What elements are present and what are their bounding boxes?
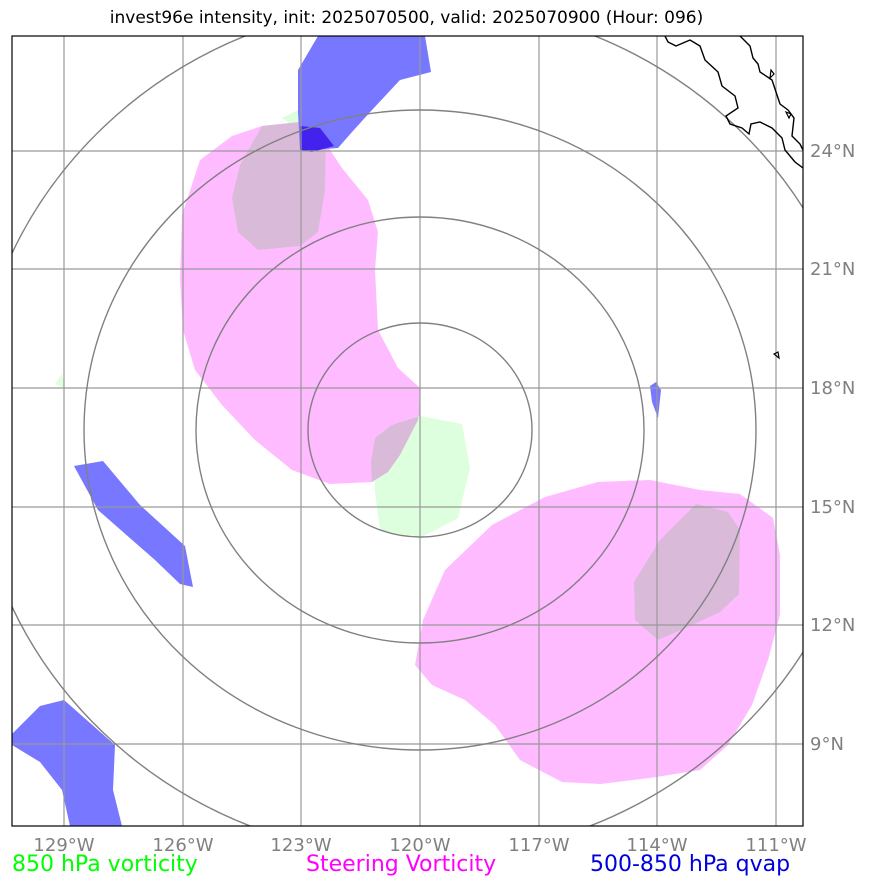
lat-label: 24°N	[810, 141, 855, 162]
lon-label: 120°W	[389, 835, 450, 856]
map-title: invest96e intensity, init: 2025070500, v…	[109, 8, 704, 28]
qvap-area-southwest	[12, 700, 122, 826]
lat-label: 18°N	[810, 378, 855, 399]
lat-label: 21°N	[810, 259, 855, 280]
lat-label: 12°N	[810, 615, 855, 636]
legend-850-vorticity: 850 hPa vorticity	[12, 852, 198, 877]
distance-ring-1	[307, 322, 533, 538]
lat-label: 9°N	[810, 734, 844, 755]
lon-label: 111°W	[745, 835, 806, 856]
lon-label: 114°W	[626, 835, 687, 856]
coastline	[664, 36, 803, 169]
vorticity-overlap-area	[371, 388, 420, 482]
vorticity-overlap-area-northwest	[232, 122, 326, 250]
lat-lon-grid	[12, 36, 803, 826]
lat-label: 15°N	[810, 497, 855, 518]
longitude-labels: 129°W 126°W 123°W 120°W 117°W 114°W 111°…	[33, 835, 806, 856]
lon-label: 126°W	[152, 835, 213, 856]
map-frame	[11, 35, 804, 827]
qvap-area-west	[74, 461, 193, 587]
distance-rings	[12, 36, 803, 826]
distance-ring-2	[195, 216, 645, 644]
latitude-labels: 24°N 21°N 18°N 15°N 12°N 9°N	[810, 141, 855, 755]
qvap-overlap-north	[300, 126, 334, 152]
lon-label: 117°W	[508, 835, 569, 856]
qvap-area-east	[650, 382, 661, 418]
coastline	[769, 68, 792, 360]
distance-ring-3	[83, 109, 757, 751]
lon-label: 123°W	[270, 835, 331, 856]
lon-label: 129°W	[33, 835, 94, 856]
legend-steering-vorticity: Steering Vorticity	[306, 852, 497, 877]
coastline	[739, 36, 803, 151]
map-layers	[12, 36, 803, 826]
legend-qvap: 500-850 hPa qvap	[590, 852, 791, 877]
vorticity-850-area-west-edge	[55, 374, 65, 388]
vorticity-overlap-area-southeast	[634, 504, 740, 640]
